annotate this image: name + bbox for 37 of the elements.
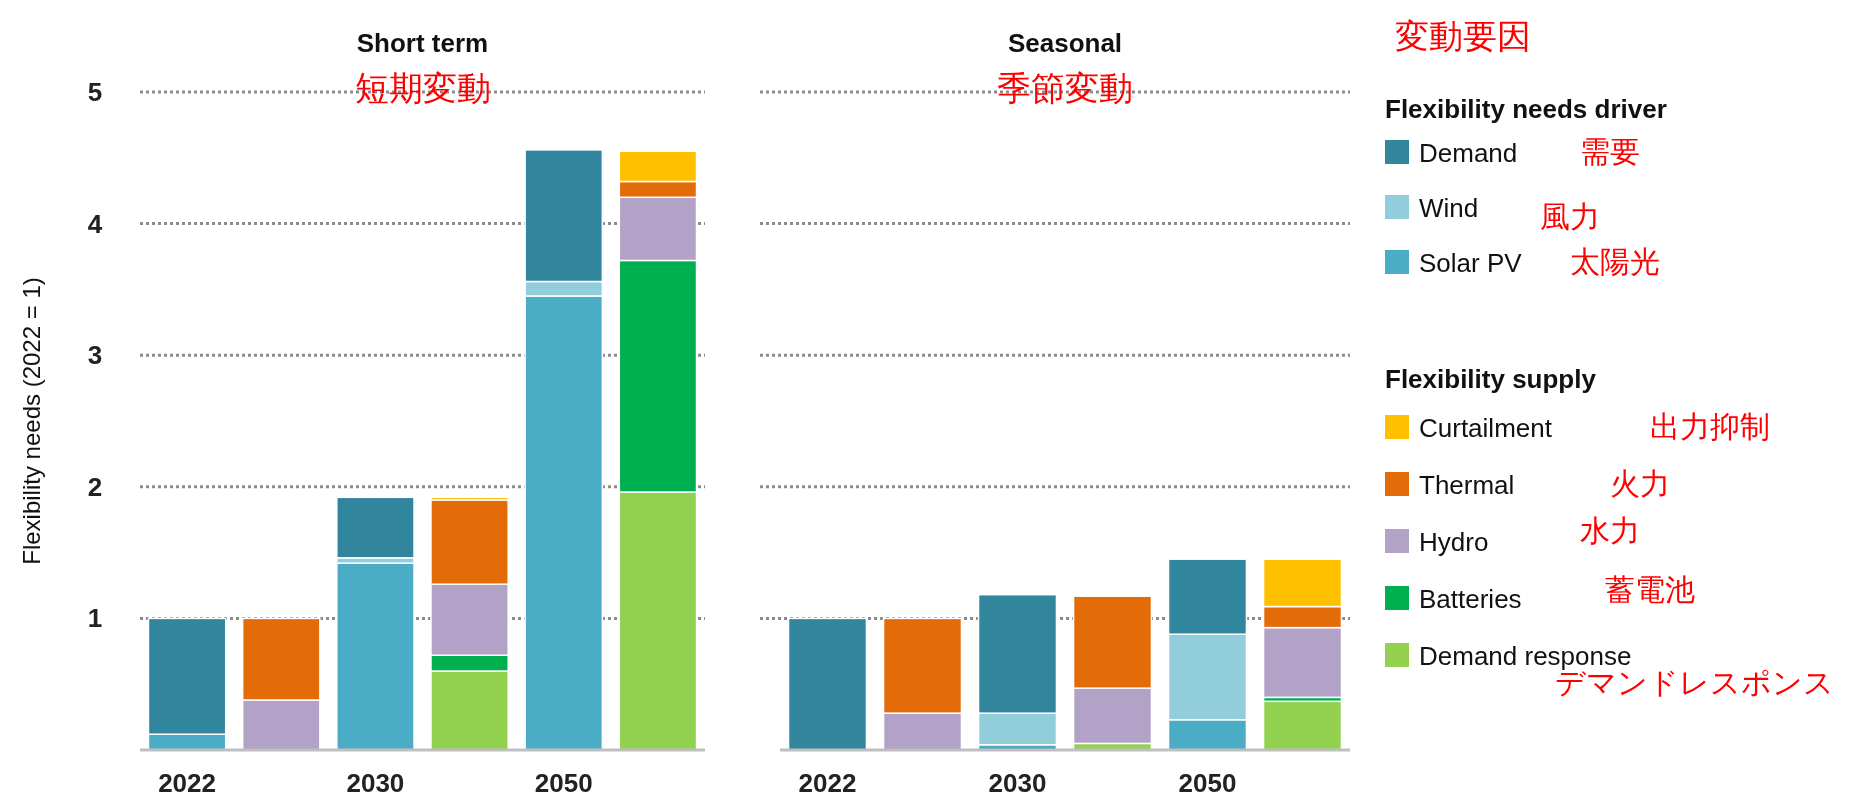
bar	[1262, 700, 1343, 751]
legend-label: Batteries	[1419, 584, 1522, 614]
legend-label: Thermal	[1419, 470, 1515, 500]
x-tick-label: 2030	[346, 768, 405, 798]
chart-subtitle: 季節変動	[997, 69, 1133, 107]
legend-label: Demand response	[1419, 641, 1632, 671]
bar	[336, 562, 415, 751]
text: 風力	[1540, 200, 1600, 233]
legend-label: Demand	[1419, 138, 1518, 168]
y-tick-label: 2	[87, 471, 103, 502]
y-tick-label: 5	[87, 77, 103, 107]
text: 水力	[1580, 514, 1640, 547]
bar	[787, 617, 868, 751]
text: 太陽光	[1570, 245, 1660, 278]
text: Flexibility supply	[1385, 364, 1597, 394]
x-tick-label: 2030	[988, 768, 1047, 798]
y-tick-label: 3	[87, 340, 103, 371]
y-axis-title: Flexibility needs (2022 = 1)	[18, 277, 45, 565]
text: Flexibility needs driver	[1385, 94, 1667, 124]
x-tick-label: 2050	[1178, 768, 1237, 798]
text: 火力	[1610, 467, 1670, 500]
x-tick-label: 2050	[534, 768, 593, 798]
x-tick-label: 2022	[798, 768, 857, 798]
legend-label: Wind	[1419, 193, 1479, 223]
text: 変動要因	[1395, 17, 1531, 55]
text: 出力抑制	[1650, 410, 1770, 443]
legend-label: Hydro	[1419, 527, 1489, 557]
chart-title: Short term	[356, 28, 489, 58]
text: 蓄電池	[1605, 573, 1695, 606]
x-tick-label: 2022	[158, 768, 217, 798]
y-tick-label: 4	[87, 208, 103, 239]
chart-subtitle: 短期変動	[354, 69, 491, 107]
legend-label: Solar PV	[1419, 248, 1523, 278]
y-tick-label: 1	[87, 603, 103, 634]
text: 需要	[1580, 135, 1640, 168]
chart-title: Seasonal	[1007, 28, 1123, 58]
legend-label: Curtailment	[1419, 413, 1553, 443]
